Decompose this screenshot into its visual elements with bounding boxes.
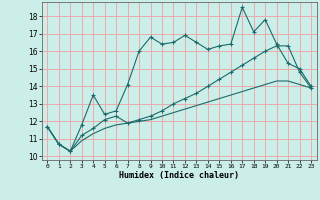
X-axis label: Humidex (Indice chaleur): Humidex (Indice chaleur): [119, 171, 239, 180]
